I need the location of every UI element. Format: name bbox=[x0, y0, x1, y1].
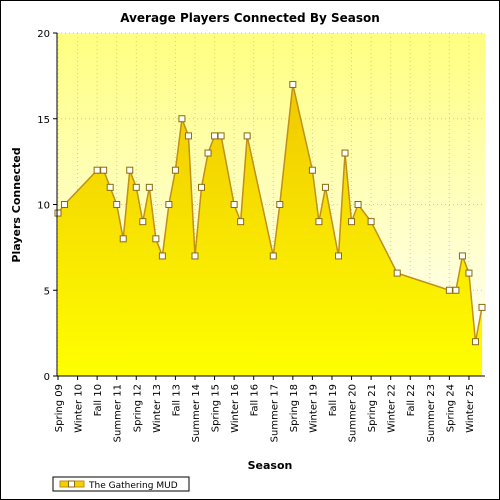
data-point-marker bbox=[171, 166, 179, 174]
x-tick-label: Summer 23 bbox=[426, 384, 437, 442]
legend-marker bbox=[68, 480, 75, 488]
x-tick-label: Fall 16 bbox=[250, 384, 261, 416]
data-point-marker bbox=[217, 132, 225, 140]
data-point-marker bbox=[184, 132, 192, 140]
y-tick-label: 5 bbox=[44, 286, 50, 297]
data-point-marker bbox=[269, 252, 277, 260]
data-point-marker bbox=[367, 218, 375, 226]
data-point-marker bbox=[237, 218, 245, 226]
y-tick-label: 20 bbox=[37, 29, 50, 40]
chart-title: Average Players Connected By Season bbox=[120, 11, 380, 25]
x-tick-label: Winter 10 bbox=[74, 384, 85, 433]
y-axis-label: Players Connected bbox=[10, 147, 23, 262]
data-point-marker bbox=[165, 201, 173, 208]
data-point-marker bbox=[276, 201, 284, 208]
area-series-layer bbox=[54, 80, 486, 376]
x-tick-label: Summer 17 bbox=[269, 384, 280, 442]
x-tick-label: Winter 13 bbox=[152, 384, 163, 433]
data-point-marker bbox=[458, 252, 466, 260]
data-point-marker bbox=[308, 166, 316, 174]
data-point-marker bbox=[230, 201, 238, 208]
x-tick-label: Summer 14 bbox=[191, 384, 202, 442]
data-point-marker bbox=[243, 132, 251, 140]
x-tick-label: Spring 21 bbox=[367, 384, 378, 432]
data-point-marker bbox=[445, 286, 453, 294]
x-tick-label: Fall 13 bbox=[171, 384, 182, 416]
data-point-marker bbox=[126, 166, 134, 174]
data-point-marker bbox=[471, 338, 479, 346]
data-point-marker bbox=[100, 166, 108, 174]
data-point-marker bbox=[341, 149, 349, 157]
data-point-marker bbox=[348, 218, 356, 226]
x-tick-label: Spring 18 bbox=[289, 384, 300, 432]
legend-box bbox=[52, 476, 190, 492]
data-point-marker bbox=[354, 201, 362, 208]
x-tick-label: Winter 25 bbox=[465, 384, 476, 433]
data-point-marker bbox=[452, 286, 460, 294]
data-point-marker bbox=[132, 183, 140, 191]
data-point-marker bbox=[465, 269, 473, 277]
data-point-marker bbox=[478, 303, 486, 311]
x-tick-label: Summer 20 bbox=[348, 384, 359, 442]
data-point-marker bbox=[289, 80, 297, 88]
x-tick-label: Winter 19 bbox=[308, 384, 319, 433]
data-point-marker bbox=[139, 218, 147, 226]
x-tick-label: Fall 19 bbox=[328, 384, 339, 416]
x-tick-label: Winter 16 bbox=[230, 384, 241, 433]
data-point-marker bbox=[113, 201, 121, 208]
x-tick-label: Spring 15 bbox=[211, 384, 222, 432]
data-point-marker bbox=[158, 252, 166, 260]
x-tick-label: Fall 10 bbox=[93, 384, 104, 416]
series-area-fill bbox=[58, 84, 482, 376]
data-point-marker bbox=[204, 149, 212, 157]
y-tick-label: 10 bbox=[37, 201, 50, 212]
legend-label: The Gathering MUD bbox=[88, 481, 178, 491]
data-point-marker bbox=[315, 218, 323, 226]
legend: The Gathering MUD bbox=[52, 476, 190, 492]
data-point-marker bbox=[198, 183, 206, 191]
x-tick-label: Spring 12 bbox=[132, 384, 143, 432]
x-tick-label: Spring 24 bbox=[445, 384, 456, 432]
data-point-marker bbox=[321, 183, 329, 191]
data-point-marker bbox=[152, 235, 160, 243]
data-point-marker bbox=[191, 252, 199, 260]
data-point-marker bbox=[211, 132, 219, 140]
data-point-marker bbox=[54, 209, 62, 217]
x-axis-ticks: Spring 09 Winter 10 Fall 10 Summer 11 Spring… bbox=[54, 376, 476, 442]
x-tick-label: Summer 11 bbox=[113, 384, 124, 442]
data-point-marker bbox=[334, 252, 342, 260]
y-tick-label: 15 bbox=[37, 115, 50, 126]
x-axis-label: Season bbox=[248, 459, 293, 472]
x-tick-label: Winter 22 bbox=[387, 384, 398, 433]
y-axis-ticks: 0 5 10 15 20 bbox=[37, 29, 57, 383]
data-point-marker bbox=[393, 269, 401, 277]
y-tick-label: 0 bbox=[44, 372, 50, 383]
data-point-marker bbox=[93, 166, 101, 174]
x-tick-label: Spring 09 bbox=[54, 384, 65, 432]
data-point-marker bbox=[178, 115, 186, 123]
data-point-marker bbox=[145, 183, 153, 191]
data-point-marker bbox=[61, 201, 69, 208]
x-tick-label: Fall 22 bbox=[406, 384, 417, 416]
data-point-marker bbox=[106, 183, 114, 191]
data-point-marker bbox=[119, 235, 127, 243]
